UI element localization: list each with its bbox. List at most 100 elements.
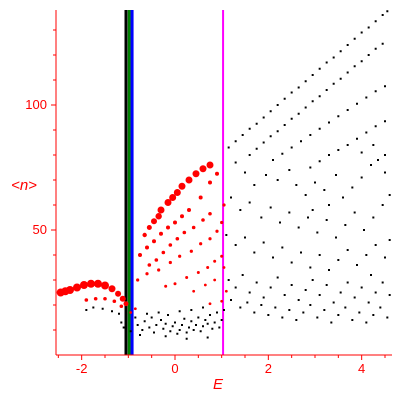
- data-point: [274, 306, 277, 309]
- data-point: [103, 296, 107, 301]
- data-point: [154, 258, 159, 262]
- data-point: [365, 321, 368, 324]
- data-point: [224, 289, 228, 293]
- data-point: [246, 301, 249, 304]
- data-point: [94, 279, 102, 288]
- data-point: [288, 211, 291, 214]
- data-point: [192, 329, 195, 331]
- data-point: [220, 319, 223, 321]
- data-point: [330, 321, 333, 324]
- data-point: [295, 184, 298, 186]
- data-point: [169, 194, 177, 201]
- data-point: [108, 285, 116, 293]
- data-point: [358, 311, 361, 314]
- data-point: [157, 311, 160, 314]
- data-point: [262, 141, 265, 144]
- data-point: [161, 250, 166, 255]
- data-point: [323, 189, 326, 191]
- data-point: [101, 281, 109, 290]
- data-point: [146, 225, 152, 230]
- data-point: [85, 309, 88, 311]
- data-point: [279, 221, 281, 224]
- data-point: [318, 127, 321, 130]
- data-point: [150, 316, 153, 319]
- data-point: [367, 54, 370, 56]
- data-point: [174, 321, 176, 324]
- data-point: [148, 326, 151, 329]
- data-point: [344, 306, 347, 309]
- data-point: [325, 219, 328, 221]
- data-point: [328, 269, 330, 271]
- data-point: [206, 266, 210, 269]
- data-point: [199, 165, 207, 173]
- data-point: [66, 286, 74, 294]
- data-point: [234, 161, 237, 164]
- data-point: [307, 216, 309, 219]
- data-point: [297, 226, 300, 229]
- data-point: [215, 229, 219, 233]
- data-point: [346, 109, 349, 111]
- data-point: [203, 283, 207, 287]
- data-point: [346, 71, 349, 74]
- data-point: [297, 299, 300, 301]
- data-point: [153, 331, 155, 334]
- y-axis-title: <n>: [11, 177, 37, 194]
- data-point: [136, 324, 139, 326]
- data-point: [185, 176, 193, 184]
- data-point: [227, 146, 230, 149]
- data-point: [208, 302, 212, 306]
- data-point: [175, 236, 180, 241]
- data-point: [152, 239, 156, 244]
- data-point: [92, 306, 95, 309]
- data-point: [318, 67, 321, 70]
- data-point: [160, 319, 162, 321]
- data-point: [188, 326, 190, 329]
- data-point: [372, 314, 375, 316]
- data-point: [267, 314, 270, 316]
- data-point: [173, 220, 177, 225]
- data-point: [328, 154, 330, 156]
- data-point: [300, 140, 302, 143]
- data-point: [262, 241, 265, 244]
- data-point: [339, 291, 342, 294]
- data-point: [288, 169, 291, 171]
- data-point: [276, 179, 279, 181]
- data-point: [337, 314, 340, 316]
- reference-lines: [124, 10, 225, 355]
- data-point: [145, 272, 149, 276]
- data-point: [141, 329, 144, 331]
- data-point: [222, 266, 226, 269]
- data-point: [112, 299, 117, 304]
- data-point: [213, 278, 217, 282]
- data-point: [290, 146, 293, 149]
- data-point: [164, 335, 167, 338]
- data-point: [328, 121, 330, 124]
- data-point: [197, 316, 200, 319]
- data-point: [255, 122, 258, 125]
- data-point: [388, 194, 391, 196]
- data-point: [211, 327, 214, 330]
- data-point: [384, 171, 386, 174]
- data-point: [262, 116, 265, 119]
- data-point: [351, 186, 354, 189]
- data-point: [134, 316, 137, 319]
- data-point: [155, 324, 158, 326]
- data-point: [248, 291, 251, 294]
- x-tick-label: 4: [358, 361, 365, 376]
- data-point: [325, 89, 328, 91]
- data-point: [248, 201, 251, 204]
- data-point: [365, 131, 368, 134]
- data-point: [384, 154, 386, 156]
- data-point: [115, 290, 122, 297]
- data-point: [316, 316, 319, 319]
- data-point: [255, 281, 258, 284]
- data-point: [272, 256, 274, 259]
- data-point: [353, 65, 356, 68]
- data-point: [283, 124, 286, 126]
- data-point: [230, 299, 232, 301]
- data-point: [239, 306, 242, 309]
- data-point: [374, 47, 377, 50]
- data-point: [346, 144, 349, 146]
- data-point: [332, 82, 335, 85]
